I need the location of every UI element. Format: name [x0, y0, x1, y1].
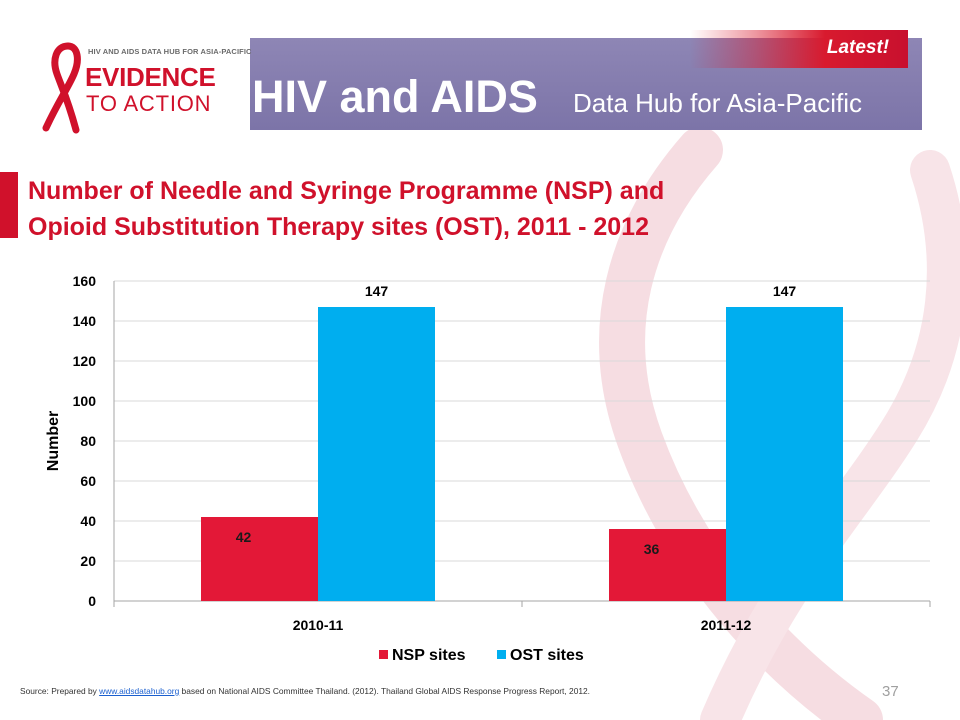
latest-banner — [690, 30, 908, 68]
logo-area — [0, 38, 250, 130]
y-tick-label: 140 — [73, 313, 97, 329]
x-tick-label: 2010-11 — [293, 617, 344, 633]
y-tick-label: 80 — [80, 433, 96, 449]
bar-nsp-sites — [201, 517, 318, 601]
y-tick-label: 120 — [73, 353, 97, 369]
title-accent-bar — [0, 172, 18, 238]
y-axis-title: Number — [45, 411, 62, 471]
source-link[interactable]: www.aidsdatahub.org — [99, 686, 180, 696]
source-prefix: Source: Prepared by — [20, 686, 100, 696]
logo-evidence-text: EVIDENCE — [85, 62, 216, 92]
slide-title-line2: Opioid Substitution Therapy sites (OST),… — [28, 213, 649, 241]
hub-title: HIV and AIDS — [252, 71, 538, 122]
slide-title: Number of Needle and Syringe Programme (… — [28, 173, 928, 245]
source-suffix: based on National AIDS Committee Thailan… — [179, 686, 590, 696]
data-label: 147 — [773, 283, 797, 299]
legend-label: NSP sites — [392, 647, 466, 664]
slide-title-line1: Number of Needle and Syringe Programme (… — [28, 177, 665, 205]
legend-swatch — [379, 650, 388, 659]
y-tick-label: 0 — [88, 593, 96, 609]
red-ribbon-icon — [42, 42, 81, 134]
y-tick-label: 160 — [73, 273, 97, 289]
logo-small-text: HIV AND AIDS DATA HUB FOR ASIA-PACIFIC — [88, 47, 252, 56]
hub-subtitle: Data Hub for Asia-Pacific — [573, 88, 863, 118]
page-number: 37 — [882, 683, 899, 700]
y-tick-label: 20 — [80, 553, 96, 569]
legend-label: OST sites — [510, 647, 584, 664]
y-tick-label: 60 — [80, 473, 96, 489]
logo-to-action-text: TO ACTION — [86, 91, 212, 116]
source-note: Source: Prepared by www.aidsdatahub.org … — [20, 686, 590, 696]
data-label: 36 — [644, 541, 660, 557]
bar-ost-sites — [318, 307, 435, 601]
y-tick-label: 40 — [80, 513, 96, 529]
data-label: 147 — [365, 283, 389, 299]
data-label: 42 — [236, 529, 252, 545]
legend-swatch — [497, 650, 506, 659]
bar-ost-sites — [726, 307, 843, 601]
x-tick-label: 2011-12 — [701, 617, 752, 633]
y-tick-label: 100 — [73, 393, 97, 409]
latest-label: Latest! — [826, 37, 890, 58]
bar-nsp-sites — [609, 529, 726, 601]
